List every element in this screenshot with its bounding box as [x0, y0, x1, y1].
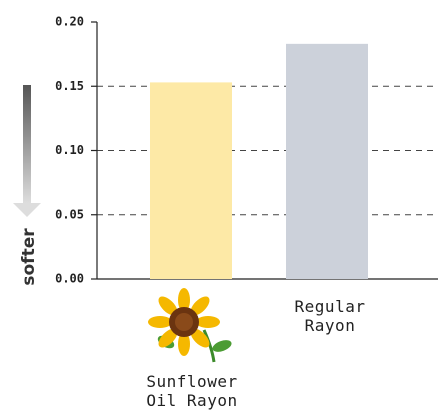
x-tick-label: Regular Rayon: [275, 297, 385, 335]
y-tick-label: 0.10: [55, 143, 84, 157]
annotation: softer: [19, 228, 39, 286]
y-tick-label: 0.15: [55, 79, 84, 93]
sunflower-icon: [148, 288, 233, 362]
arrow: [13, 85, 41, 217]
chart: softer 0.00 0.05 0.10 0.15 0.20: [0, 0, 438, 412]
bar: [286, 44, 368, 279]
page: softer 0.00 0.05 0.10 0.15 0.20 Sunflower Oi…: [0, 0, 438, 412]
bar: [150, 82, 232, 279]
y-tick-label: 0.05: [55, 207, 84, 221]
x-tick-label: Sunflower Oil Rayon: [137, 372, 247, 410]
y-tick-label: 0.20: [55, 15, 84, 29]
y-tick-label: 0.00: [55, 272, 84, 286]
